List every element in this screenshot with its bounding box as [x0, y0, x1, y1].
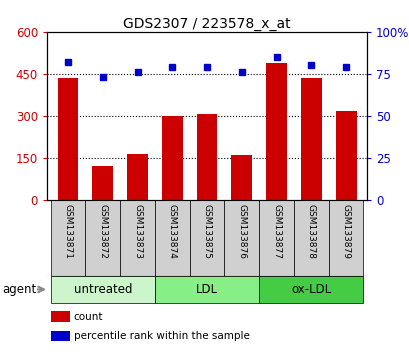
Text: count: count: [74, 312, 103, 321]
Bar: [85, 200, 120, 276]
Text: agent: agent: [2, 283, 36, 296]
Text: GSM133878: GSM133878: [306, 204, 315, 259]
Bar: [155, 200, 189, 276]
Bar: [196, 114, 217, 200]
Text: GSM133877: GSM133877: [272, 204, 281, 259]
Bar: [258, 276, 363, 303]
Text: GSM133873: GSM133873: [133, 204, 142, 259]
Bar: [231, 155, 252, 200]
Text: GSM133879: GSM133879: [341, 204, 350, 259]
Bar: [50, 276, 155, 303]
Bar: [224, 200, 258, 276]
Bar: [293, 200, 328, 276]
Bar: [127, 154, 148, 200]
Title: GDS2307 / 223578_x_at: GDS2307 / 223578_x_at: [123, 17, 290, 31]
Text: GSM133874: GSM133874: [167, 204, 176, 259]
Bar: [335, 111, 356, 200]
Bar: [328, 200, 363, 276]
Text: ox-LDL: ox-LDL: [290, 283, 330, 296]
Text: LDL: LDL: [196, 283, 218, 296]
Bar: [92, 166, 113, 200]
Bar: [162, 116, 182, 200]
Bar: [300, 78, 321, 200]
Text: GSM133871: GSM133871: [63, 204, 72, 259]
Text: untreated: untreated: [73, 283, 132, 296]
Bar: [50, 200, 85, 276]
Bar: [258, 200, 293, 276]
Bar: [57, 78, 78, 200]
Text: percentile rank within the sample: percentile rank within the sample: [74, 331, 249, 341]
Bar: [120, 200, 155, 276]
Bar: [265, 63, 286, 200]
Text: GSM133872: GSM133872: [98, 204, 107, 259]
Bar: [189, 200, 224, 276]
Bar: [155, 276, 258, 303]
Text: GSM133876: GSM133876: [237, 204, 246, 259]
Text: GSM133875: GSM133875: [202, 204, 211, 259]
